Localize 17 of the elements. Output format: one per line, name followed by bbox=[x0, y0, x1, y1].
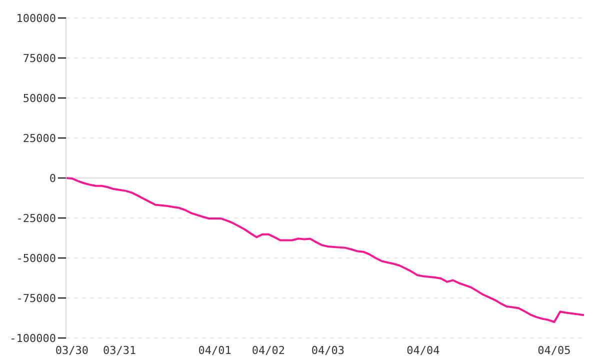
y-tick-label: 75000 bbox=[22, 52, 56, 65]
x-tick-label: 04/05 bbox=[538, 344, 571, 357]
x-tick-label: 04/03 bbox=[311, 344, 345, 357]
y-tick-label: -100000 bbox=[10, 332, 56, 345]
y-tick-label: -50000 bbox=[16, 252, 56, 265]
y-tick-label: 100000 bbox=[16, 12, 56, 25]
x-tick-label: 04/02 bbox=[252, 344, 285, 357]
y-tick-label: 25000 bbox=[22, 132, 56, 145]
x-tick-label: 04/04 bbox=[406, 344, 440, 357]
line-series bbox=[65, 177, 585, 323]
y-tick-label: 50000 bbox=[22, 92, 56, 105]
x-tick-label: 04/01 bbox=[198, 344, 232, 357]
x-tick-label: 03/31 bbox=[103, 344, 136, 357]
x-tick-label: 03/30 bbox=[55, 344, 89, 357]
y-tick-label: -25000 bbox=[16, 212, 56, 225]
y-tick-label: 0 bbox=[49, 172, 56, 185]
y-tick-label: -75000 bbox=[16, 292, 56, 305]
